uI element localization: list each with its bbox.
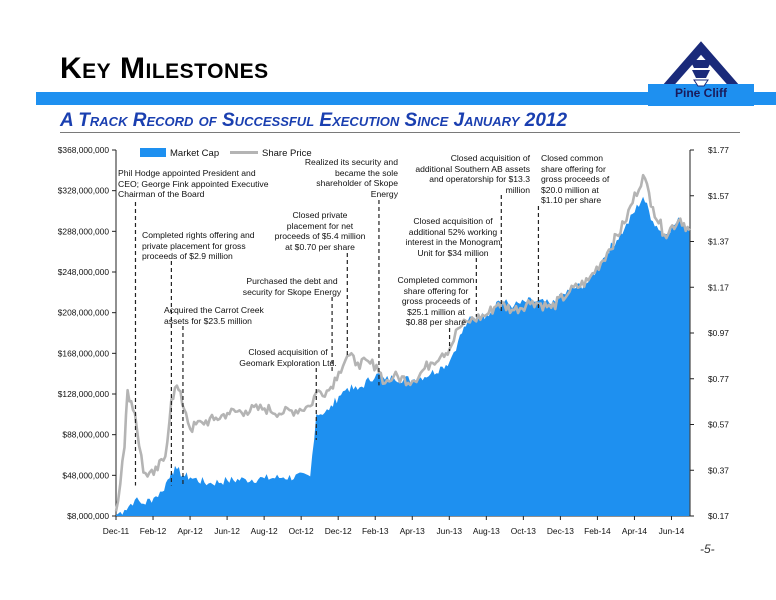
milestone-annotation: Completed rights offering and private pla…	[142, 230, 272, 262]
y-left-tick-label: $168,000,000	[58, 348, 110, 358]
x-tick-label: Feb-12	[140, 526, 167, 536]
y-left-tick-label: $88,000,000	[62, 430, 109, 440]
legend-label-share-price: Share Price	[262, 148, 312, 159]
annotation-line: Closed private	[292, 210, 348, 220]
annotation-line: Closed common	[541, 153, 604, 163]
milestone-annotation: Closed acquisition of additional Southern…	[406, 153, 530, 195]
y-left-tick-label: $368,000,000	[58, 145, 110, 155]
y-left-tick-label: $208,000,000	[58, 308, 110, 318]
annotation-line: and operatorship for $13.3	[429, 174, 530, 184]
slide-title: Key Milestones	[60, 52, 269, 85]
annotation-line: Acquired the Carrot Creek	[164, 305, 264, 315]
annotation-line: $0.88 per share	[405, 317, 467, 327]
pine-cliff-logo	[648, 41, 754, 106]
x-tick-label: Oct-12	[289, 526, 314, 536]
annotation-line: share offering for	[403, 285, 469, 296]
annotation-line: placement for net	[286, 220, 354, 231]
x-tick-label: Dec-12	[325, 526, 352, 536]
x-tick-label: Jun-13	[436, 526, 462, 536]
page-number: -5-	[700, 542, 715, 556]
annotation-line: Closed acquisition of	[413, 216, 493, 226]
annotation-line: assets for $23.5 million	[164, 315, 252, 326]
subtitle-rule	[60, 132, 740, 133]
y-left-tick-label: $128,000,000	[58, 389, 110, 399]
annotation-line: additional 52% working	[408, 226, 498, 237]
annotation-line: CEO; George Fink appointed Executive	[118, 178, 269, 189]
x-tick-label: Jun-14	[659, 526, 685, 536]
milestone-annotation: Realized its security and became the sole…	[296, 157, 398, 199]
annotation-line: security for Skope Energy	[242, 286, 342, 297]
y-right-tick-label: $0.37	[708, 465, 729, 475]
annotation-line: gross proceeds of	[401, 296, 471, 306]
annotation-line: Unit for $34 million	[417, 247, 489, 258]
milestone-annotation: Purchased the debt and security for Skope…	[232, 276, 352, 297]
x-tick-label: Apr-12	[177, 526, 202, 536]
annotation-line: Phil Hodge appointed President and	[118, 168, 256, 178]
x-tick-label: Jun-12	[214, 526, 240, 536]
legend-swatch-market-cap	[140, 148, 166, 157]
annotation-line: gross proceeds of	[541, 174, 610, 184]
y-left-tick-label: $8,000,000	[67, 511, 109, 521]
x-tick-label: Feb-14	[584, 526, 611, 536]
market-cap-area	[116, 196, 690, 517]
annotation-line: additional Southern AB assets	[415, 163, 530, 174]
y-left-tick-label: $48,000,000	[62, 470, 109, 480]
y-left-tick-label: $288,000,000	[58, 226, 110, 236]
annotation-line: proceeds of $5.4 million	[274, 231, 366, 241]
x-tick-label: Apr-14	[622, 526, 647, 536]
y-left-tick-label: $328,000,000	[58, 186, 110, 196]
annotation-line: shareholder of Skope	[316, 178, 398, 188]
annotation-line: proceeds of $2.9 million	[142, 251, 233, 261]
legend-label-market-cap: Market Cap	[170, 148, 219, 159]
annotation-line: $25.1 million at	[407, 306, 465, 317]
title-band	[36, 92, 776, 105]
y-right-tick-label: $1.57	[708, 191, 729, 201]
y-right-tick-label: $0.57	[708, 420, 729, 430]
y-right-tick-label: $1.77	[708, 145, 729, 155]
annotation-line: interest in the Monogram	[405, 237, 501, 247]
annotation-line: Realized its security and	[304, 157, 398, 167]
x-tick-label: Dec-11	[103, 526, 130, 536]
x-tick-label: Oct-13	[511, 526, 536, 536]
milestone-annotation: Acquired the Carrot Creek assets for $23.…	[164, 305, 284, 326]
milestone-annotation: Closed acquisition of additional 52% work…	[398, 216, 508, 258]
x-tick-label: Aug-13	[473, 526, 500, 536]
annotation-line: Purchased the debt and	[246, 276, 338, 286]
annotation-line: $20.0 million at	[541, 184, 599, 195]
annotation-line: Completed rights offering and	[142, 230, 255, 240]
x-tick-label: Apr-13	[400, 526, 425, 536]
annotation-line: million	[505, 184, 530, 195]
annotation-line: share offering for	[541, 163, 606, 174]
annotation-line: Geomark Exploration Ltd.	[239, 357, 337, 368]
share-price-line	[114, 173, 691, 512]
annotation-line: Closed acquisition of	[248, 347, 328, 357]
milestone-annotation: Closed acquisition of Geomark Exploration…	[228, 347, 348, 368]
x-tick-label: Feb-13	[362, 526, 389, 536]
y-right-tick-label: $1.37	[708, 237, 729, 247]
milestone-annotation: Completed common share offering for gross …	[392, 275, 480, 328]
x-tick-label: Dec-13	[547, 526, 574, 536]
y-right-tick-label: $0.77	[708, 374, 729, 384]
logo-text: Pine Cliff	[674, 86, 727, 100]
annotation-line: became the sole	[334, 167, 398, 178]
slide-subtitle: A Track Record of Successful Execution S…	[60, 110, 568, 131]
annotation-line: at $0.70 per share	[285, 241, 355, 252]
annotation-line: Energy	[370, 188, 398, 199]
x-tick-label: Aug-12	[251, 526, 278, 536]
annotation-line: Chairman of the Board	[118, 189, 205, 199]
y-right-tick-label: $0.17	[708, 511, 729, 521]
annotation-line: Completed common	[397, 275, 475, 285]
milestone-annotation: Closed private placement for net proceeds …	[268, 210, 372, 252]
milestone-annotation: Phil Hodge appointed President and CEO; G…	[118, 168, 288, 200]
y-right-tick-label: $1.17	[708, 282, 729, 292]
annotation-line: $1.10 per share	[541, 195, 602, 205]
annotation-line: private placement for gross	[142, 240, 246, 251]
y-left-tick-label: $248,000,000	[58, 267, 110, 277]
milestone-annotation: Closed common share offering for gross pro…	[541, 153, 633, 206]
annotation-line: Closed acquisition of	[450, 153, 530, 163]
y-right-tick-label: $0.97	[708, 328, 729, 338]
